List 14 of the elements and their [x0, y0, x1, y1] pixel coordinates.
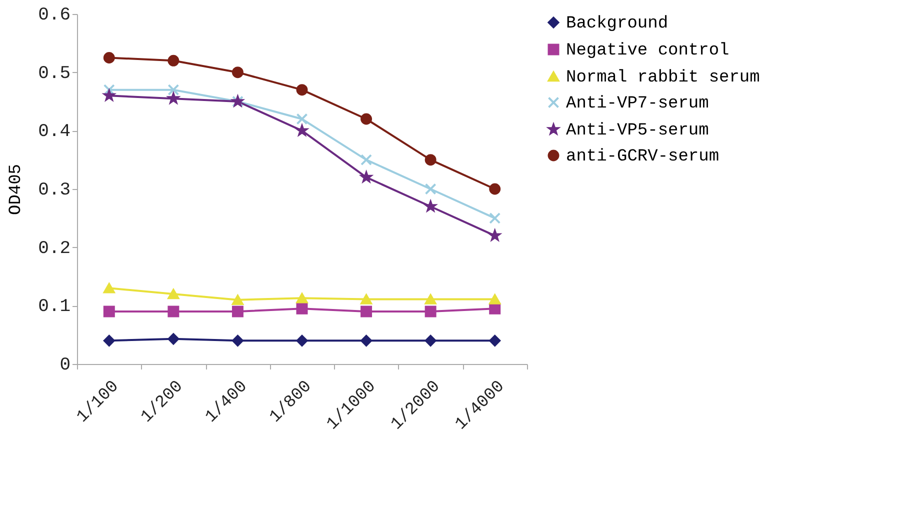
- legend-label: Background: [566, 14, 668, 34]
- y-tick-label: 0.5: [38, 64, 70, 84]
- legend-label: Anti-VP7-serum: [566, 94, 709, 114]
- y-tick-label: 0.1: [38, 297, 70, 318]
- y-tick-label: 0.6: [38, 6, 70, 26]
- y-tick-label: 0.4: [38, 122, 70, 142]
- y-tick-label: 0.2: [38, 238, 70, 259]
- legend-label: Negative control: [566, 42, 730, 60]
- legend-label: anti-GCRV-serum: [566, 148, 720, 166]
- legend-label: Normal rabbit serum: [566, 68, 760, 88]
- y-tick-label: 0.3: [38, 180, 70, 200]
- y-axis-title: OD405: [7, 164, 26, 216]
- legend-label: Anti-VP5-serum: [566, 122, 709, 140]
- y-tick-label: 0: [60, 356, 70, 376]
